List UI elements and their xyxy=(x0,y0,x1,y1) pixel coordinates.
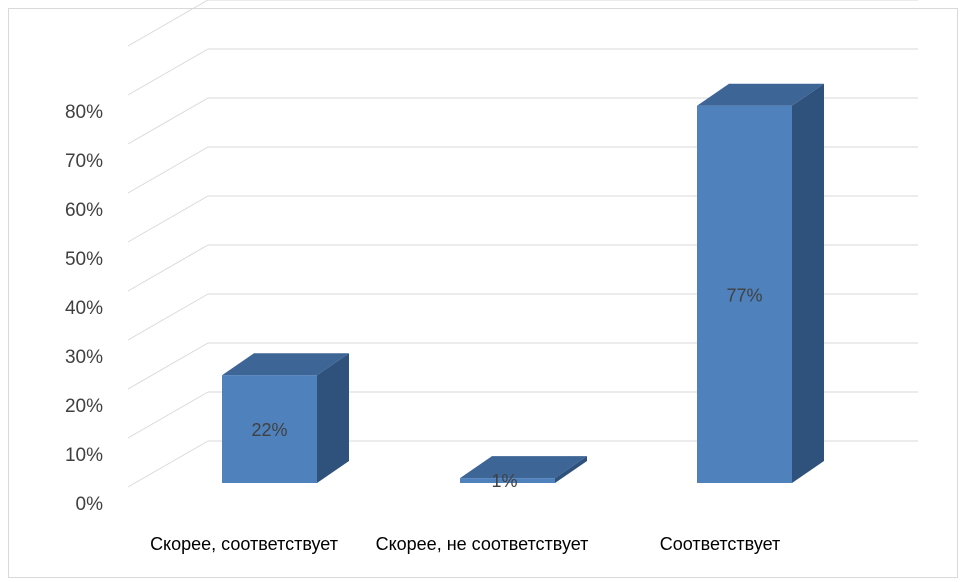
y-tick-label: 30% xyxy=(65,347,103,368)
y-tick-label: 70% xyxy=(65,151,103,172)
data-label: 1% xyxy=(491,471,517,491)
x-category-label: Соответствует xyxy=(660,534,781,554)
gridline-diagonal xyxy=(127,0,209,47)
y-tick-label: 20% xyxy=(65,396,103,417)
bar-front xyxy=(222,375,317,483)
bar-side xyxy=(555,456,587,483)
bar-top xyxy=(222,353,349,376)
y-tick-label: 10% xyxy=(65,445,103,466)
bar-side xyxy=(317,353,349,483)
bar-side xyxy=(792,83,824,483)
x-axis-category-labels: Скорее, соответствует Скорее, не соответс… xyxy=(150,534,780,554)
gridline-diagonal xyxy=(127,391,209,439)
bars xyxy=(222,83,824,483)
bar-top xyxy=(460,456,587,479)
gridline-diagonal xyxy=(127,293,209,341)
gridline-diagonal xyxy=(127,48,209,96)
bar-top xyxy=(697,83,824,106)
gridline-diagonal xyxy=(127,342,209,390)
y-tick-label: 50% xyxy=(65,249,103,270)
bar xyxy=(222,353,349,483)
bar xyxy=(697,83,824,483)
data-label: 77% xyxy=(726,285,762,305)
gridline-diagonal xyxy=(127,97,209,145)
y-axis-tick-labels: 0% 10% 20% 30% 40% 50% 60% 70% 80% xyxy=(65,102,103,515)
y-tick-label: 80% xyxy=(65,102,103,123)
bar xyxy=(460,456,587,483)
data-labels: 22% 1% 77% xyxy=(251,285,762,491)
bar-front xyxy=(697,105,792,483)
y-tick-label: 40% xyxy=(65,298,103,319)
gridline-diagonal xyxy=(127,440,209,488)
x-category-label: Скорее, соответствует xyxy=(150,534,338,554)
x-category-label: Скорее, не соответствует xyxy=(376,534,589,554)
y-tick-label: 0% xyxy=(76,494,104,515)
y-tick-label: 60% xyxy=(65,200,103,221)
data-label: 22% xyxy=(251,420,287,440)
bar-front xyxy=(460,478,555,483)
gridline-diagonal xyxy=(127,244,209,292)
gridline-diagonal xyxy=(127,195,209,243)
gridline-diagonal xyxy=(127,146,209,194)
